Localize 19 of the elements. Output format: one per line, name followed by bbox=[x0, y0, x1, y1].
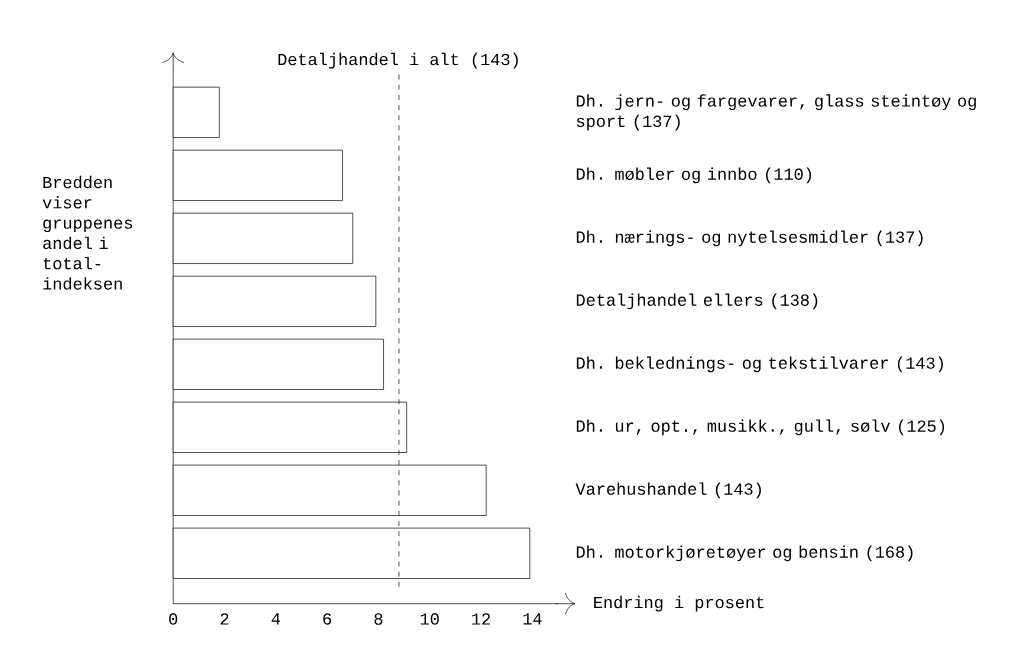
y-tick-label: Dh. nærings- og nytelsesmidler (137) bbox=[576, 230, 923, 247]
x-tick-label: 6 bbox=[323, 613, 332, 625]
y-tick-label: Dh. motorkjøretøyer og bensin (168) bbox=[576, 545, 913, 562]
y-tick-label: Dh. ur, opt., musikk., gull, sølv (125) bbox=[576, 419, 945, 436]
y-tick-label: Detaljhandel ellers (138) bbox=[576, 293, 818, 310]
x-tick-label: 8 bbox=[374, 613, 383, 625]
x-tick-label: 14 bbox=[523, 613, 542, 625]
ref-line-label: Detaljhandel i alt (143) bbox=[278, 52, 518, 69]
y-tick-label: Dh. jern- og fargevarer, glass steintøy og sport (137) bbox=[576, 94, 976, 131]
x-tick-label: 2 bbox=[220, 613, 229, 625]
x-tick-label: 0 bbox=[169, 613, 178, 625]
x-tick-label: 4 bbox=[271, 613, 281, 625]
x-tick-label: 10 bbox=[420, 613, 439, 625]
x-tick-label: 12 bbox=[472, 613, 490, 625]
y-tick-label: Dh. møbler og innbo (110) bbox=[576, 167, 812, 184]
y-tick-label: Dh. beklednings- og tekstilvarer (143) bbox=[576, 356, 943, 373]
y-tick-label: Varehushandel (143) bbox=[575, 482, 761, 499]
x-axis-title: Endring i prosent bbox=[594, 595, 764, 612]
y-axis-title: Bredden viser gruppenes andel i total-indeksen bbox=[42, 175, 133, 290]
